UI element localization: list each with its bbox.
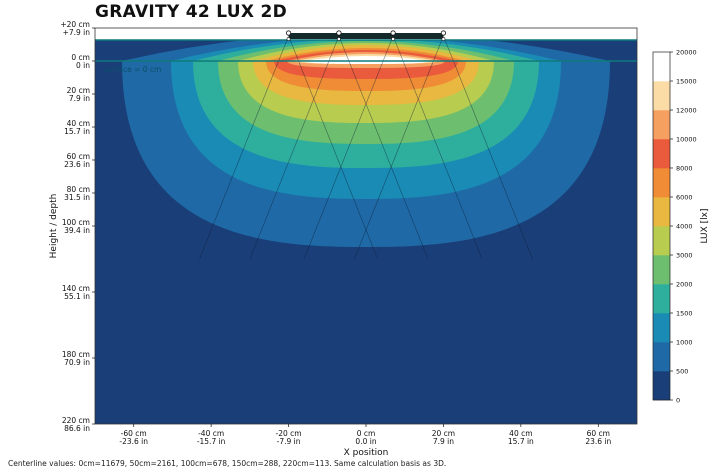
colorbar: 0 500 1000 1500 2000 3000 4000 6000 8000 10000 120… [652,49,697,405]
beam-line-1-1 [199,35,289,260]
beam-line-4-1 [354,35,444,260]
lamp-lens-4 [441,37,446,41]
x-tick-label-cm: 40 cm [509,429,532,438]
y-tick-label-cm: 20 cm [67,86,90,95]
y-tick-label-in: 15.7 in [64,127,90,136]
colorbar-segment [653,342,670,372]
y-tick-label-cm: +20 cm [60,20,90,29]
lamp-4 [440,30,447,36]
y-axis-label: Height / depth [49,194,59,259]
x-axis-label: X position [344,448,389,458]
x-tick-label-cm: 20 cm [432,429,455,438]
colorbar-segment [653,371,670,401]
colorbar-segment [653,313,670,343]
y-tick-label-in: +7.9 in [63,28,91,37]
beam-line-3-1 [303,35,394,260]
contour-band-11 [304,56,428,64]
y-tick-label-in: 86.6 in [64,424,90,433]
y-tick-label-cm: 0 cm [71,53,90,62]
beam-line-2-1 [249,35,340,260]
colorbar-segment [653,168,670,198]
y-tick-label-cm: 180 cm [62,350,90,359]
colorbar-tick-label: 3000 [676,252,693,260]
x-tick-label-cm: 60 cm [587,429,610,438]
lux-contours [122,33,610,247]
surface-label: surface = 0 cm [104,65,161,74]
colorbar-tick-label: 500 [676,368,688,376]
colorbar-tick-label: 12000 [676,107,697,115]
beam-line-2-2 [338,35,429,260]
colorbar-segment [653,81,670,111]
beam-line-1-2 [288,35,378,260]
colorbar-segment [653,255,670,285]
colorbar-segment [653,226,670,256]
y-tick-label-in: 0 in [76,61,90,70]
x-tick-label-cm: 0 cm [357,429,376,438]
x-tick-label-cm: -60 cm [121,429,147,438]
lamp-lens-1 [286,37,291,41]
x-tick-label-in: 7.9 in [433,437,454,446]
x-tick-label-in: -7.9 in [277,437,301,446]
x-axis-ticks: -60 cm-23.6 in -40 cm-15.7 in -20 cm-7.9 i… [119,424,611,446]
lamp-3 [390,30,396,36]
y-tick-label-in: 55.1 in [64,292,90,301]
colorbar-segment [653,284,670,314]
colorbar-tick-label: 1000 [676,339,693,347]
colorbar-segment [653,110,670,140]
colorbar-tick-label: 2000 [676,281,693,289]
x-tick-label-cm: -20 cm [276,429,302,438]
colorbar-tick-label: 10000 [676,136,697,144]
footnote: Centerline values: 0cm=11679, 50cm=2161,… [8,459,447,468]
plot-overlay: surface = 0 cm [95,28,637,74]
y-tick-label-in: 7.9 in [69,94,90,103]
lamp-2 [336,30,342,36]
chart-title: GRAVITY 42 LUX 2D [95,2,288,22]
colorbar-tick-label: 8000 [676,165,693,173]
y-tick-label-cm: 80 cm [67,185,90,194]
colorbar-tick-label: 6000 [676,194,693,202]
colorbar-tick-label: 0 [676,397,680,405]
y-tick-label-in: 31.5 in [64,193,90,202]
colorbar-tick-label: 4000 [676,223,693,231]
colorbar-label: LUX [lx] [700,208,710,243]
y-tick-label-in: 70.9 in [64,358,90,367]
y-tick-label-in: 23.6 in [64,160,90,169]
y-tick-label-in: 39.4 in [64,226,90,235]
colorbar-segment [653,52,670,82]
y-axis-ticks: +20 cm+7.9 in 0 cm0 in 20 cm7.9 in 40 cm15.… [60,20,95,433]
x-tick-label-in: 15.7 in [508,437,534,446]
beam-line-4-2 [443,35,533,260]
y-tick-label-cm: 40 cm [67,119,90,128]
x-tick-label-in: -23.6 in [119,437,148,446]
lamp-bar [288,33,444,39]
lamp-1 [285,30,292,36]
x-tick-label-cm: -40 cm [198,429,224,438]
beam-lines [199,35,533,260]
colorbar-tick-label: 20000 [676,49,697,57]
x-tick-label-in: 0.0 in [355,437,376,446]
x-tick-label-in: -15.7 in [197,437,226,446]
x-tick-label-in: 23.6 in [585,437,611,446]
y-tick-label-cm: 100 cm [62,218,90,227]
y-tick-label-cm: 60 cm [67,152,90,161]
colorbar-tick-label: 15000 [676,78,697,86]
y-tick-label-cm: 140 cm [62,284,90,293]
colorbar-tick-label: 1500 [676,310,693,318]
colorbar-segment [653,139,670,169]
colorbar-segment [653,197,670,227]
lamp-lens-3 [391,37,396,41]
y-tick-label-cm: 220 cm [62,416,90,425]
lamp-lens-2 [336,37,341,41]
beam-line-3-2 [392,35,483,260]
